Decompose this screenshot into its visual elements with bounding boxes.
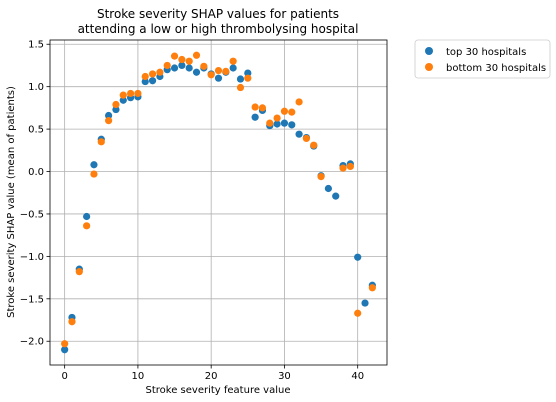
x-axis-ticks: 0 10 20 30 40 (61, 365, 364, 382)
point-bottom-30 (339, 164, 347, 172)
point-top-30 (324, 184, 332, 193)
point-bottom-30 (273, 114, 281, 122)
point-bottom-30 (346, 162, 354, 171)
point-bottom-30 (317, 173, 325, 181)
legend-frame (414, 39, 551, 79)
x-axis-label: Stroke severity feature value (146, 385, 291, 396)
point-top-30 (354, 253, 362, 261)
point-top-30 (332, 192, 340, 200)
point-bottom-30 (148, 70, 157, 78)
y-axis-label: Stroke severity SHAP value (mean of pati… (6, 86, 17, 318)
chart-title-line-2: attending a low or high thrombolysing ho… (78, 22, 359, 36)
point-bottom-30 (68, 318, 76, 326)
point-top-30 (288, 121, 296, 129)
point-top-30 (112, 105, 120, 114)
y-tick-label: −0.5 (20, 209, 44, 220)
point-bottom-30 (126, 89, 135, 98)
x-tick-label: 20 (205, 371, 218, 382)
point-bottom-30 (112, 100, 120, 109)
point-bottom-30 (266, 119, 274, 127)
y-tick-label: −1.0 (20, 252, 44, 263)
legend-label-top-30: top 30 hospitals (446, 47, 526, 58)
legend-marker-bottom-30 (425, 63, 433, 71)
point-top-30 (251, 113, 259, 121)
point-bottom-30 (170, 52, 179, 60)
x-tick-label: 0 (61, 371, 67, 382)
point-bottom-30 (61, 340, 69, 348)
point-bottom-30 (229, 57, 237, 65)
point-bottom-30 (192, 51, 201, 59)
point-top-30 (244, 69, 252, 77)
y-tick-label: −1.5 (20, 294, 44, 305)
point-top-30 (229, 64, 237, 72)
point-top-30 (280, 119, 289, 127)
plot-frame (49, 39, 388, 366)
point-bottom-30 (368, 284, 376, 292)
point-top-30 (148, 77, 157, 85)
legend: top 30 hospitals bottom 30 hospitals (414, 39, 551, 79)
point-bottom-30 (185, 57, 193, 65)
y-tick-label: −2.0 (20, 337, 44, 348)
point-top-30 (141, 77, 149, 86)
point-bottom-30 (244, 74, 252, 82)
point-bottom-30 (141, 72, 149, 81)
legend-label-bottom-30: bottom 30 hospitals (446, 63, 546, 74)
point-bottom-30 (258, 104, 267, 112)
point-top-30 (83, 212, 91, 221)
point-top-30 (178, 61, 186, 70)
point-bottom-30 (178, 55, 186, 64)
y-tick-label: 1.0 (28, 82, 44, 93)
legend-marker-top-30 (425, 47, 433, 55)
point-bottom-30 (119, 91, 127, 99)
data-points (61, 51, 376, 354)
point-bottom-30 (90, 170, 98, 178)
x-tick-label: 30 (278, 371, 291, 382)
point-top-30 (119, 96, 127, 104)
point-bottom-30 (207, 71, 215, 79)
chart-title-line-1: Stroke severity SHAP values for patients (97, 7, 339, 21)
point-bottom-30 (302, 134, 311, 143)
x-tick-label: 40 (351, 371, 364, 382)
point-bottom-30 (310, 141, 318, 149)
point-bottom-30 (214, 66, 223, 75)
gridlines (50, 40, 387, 365)
y-tick-label: 0.5 (28, 125, 44, 136)
point-bottom-30 (236, 83, 245, 92)
point-bottom-30 (288, 108, 296, 116)
y-axis-ticks: −2.0 −1.5 −1.0 −0.5 0.0 0.5 1.0 1.5 (20, 40, 50, 348)
point-top-30 (170, 64, 179, 72)
point-top-30 (185, 64, 193, 72)
x-tick-label: 10 (132, 371, 145, 382)
point-top-30 (295, 130, 303, 138)
point-bottom-30 (295, 98, 303, 106)
point-top-30 (236, 75, 245, 83)
point-bottom-30 (97, 138, 105, 146)
point-top-30 (105, 111, 113, 120)
point-bottom-30 (105, 117, 113, 125)
point-bottom-30 (200, 62, 208, 70)
point-bottom-30 (251, 103, 259, 111)
point-bottom-30 (222, 67, 230, 75)
point-bottom-30 (156, 68, 164, 76)
point-bottom-30 (163, 61, 171, 70)
point-bottom-30 (354, 309, 362, 317)
y-tick-label: 1.5 (28, 40, 44, 51)
point-bottom-30 (280, 107, 289, 115)
y-tick-label: 0.0 (28, 167, 44, 178)
point-top-30 (273, 120, 281, 128)
point-top-30 (361, 299, 369, 307)
point-top-30 (214, 74, 223, 82)
point-bottom-30 (83, 222, 91, 230)
point-bottom-30 (75, 268, 83, 276)
point-top-30 (192, 68, 201, 76)
point-top-30 (61, 346, 69, 354)
point-top-30 (90, 161, 98, 169)
point-bottom-30 (134, 89, 142, 98)
